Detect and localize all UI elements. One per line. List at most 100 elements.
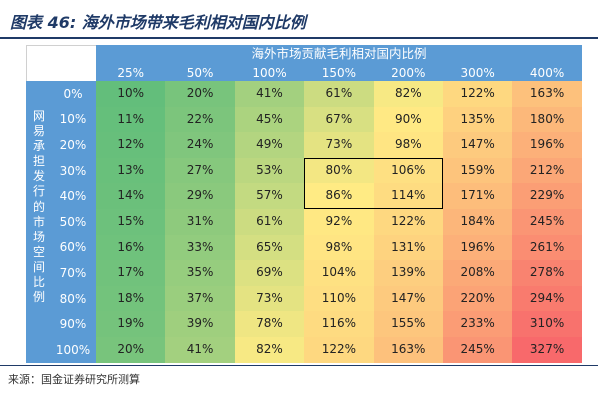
table-cell: 22% — [165, 106, 235, 133]
table-cell: 180% — [512, 106, 582, 133]
table-cell: 184% — [443, 209, 513, 235]
row-label: 30% — [59, 163, 87, 178]
row-label: 20% — [59, 138, 87, 152]
table-cell: 37% — [165, 285, 235, 312]
table-cell: 278% — [512, 260, 582, 286]
table-cell: 310% — [512, 311, 582, 337]
row-label: 50% — [59, 214, 87, 229]
column-label: 50% — [186, 66, 214, 80]
table-cell: 61% — [304, 81, 374, 107]
row-label: 90% — [59, 317, 87, 332]
table-cell: 122% — [443, 81, 513, 107]
column-label: 150% — [321, 66, 357, 80]
table-cell: 11% — [96, 106, 166, 133]
table-cell: 13% — [96, 157, 166, 184]
table-cell: 33% — [165, 234, 235, 261]
table-cell: 82% — [373, 81, 443, 107]
row-label: 0% — [63, 86, 83, 101]
row-label: 60% — [59, 240, 87, 255]
table-cell: 163% — [373, 337, 443, 363]
table-cell: 39% — [165, 311, 235, 337]
table-cell: 18% — [96, 285, 166, 312]
table-cell: 92% — [304, 209, 374, 235]
table-cell: 78% — [234, 311, 305, 337]
table-cell: 69% — [234, 260, 305, 286]
table-cell: 245% — [443, 337, 513, 363]
table-cell: 45% — [234, 106, 305, 133]
data-table: 海外市场贡献毛利相对国内比例 网易承担发行的市场空间比例 25% 50% 100% 1… — [0, 45, 598, 363]
table-cell: 41% — [165, 337, 235, 363]
table-cell: 41% — [234, 81, 305, 107]
table-cell: 135% — [443, 106, 513, 133]
table-cell: 159% — [443, 157, 513, 184]
table-corner — [26, 45, 96, 81]
table-cell: 106% — [373, 157, 443, 184]
table-cell: 147% — [373, 285, 443, 312]
table-cell: 35% — [165, 260, 235, 286]
table-cell: 15% — [96, 209, 166, 235]
table-cell: 80% — [304, 157, 374, 184]
table-cell: 98% — [304, 234, 374, 261]
row-header-band — [26, 81, 96, 363]
table-cell: 122% — [373, 209, 443, 235]
table-cell: 49% — [234, 132, 305, 158]
column-label: 25% — [117, 66, 145, 80]
table-cell: 114% — [373, 183, 443, 209]
table-cell: 29% — [165, 183, 235, 209]
table-cell: 20% — [165, 81, 235, 107]
table-cell: 82% — [234, 337, 305, 363]
row-label: 80% — [59, 291, 87, 306]
figure-title: 图表 46: 海外市场带来毛利相对国内比例 — [10, 13, 306, 32]
table-cell: 327% — [512, 337, 582, 363]
table-cell: 220% — [443, 285, 513, 312]
row-label: 70% — [59, 266, 87, 280]
table-cell: 229% — [512, 183, 582, 209]
table-cell: 67% — [304, 106, 374, 133]
table-cell: 212% — [512, 157, 582, 184]
table-cell: 171% — [443, 183, 513, 209]
table-cell: 53% — [234, 157, 305, 184]
table-cell: 73% — [304, 132, 374, 158]
table-cell: 10% — [96, 81, 166, 107]
table-cell: 73% — [234, 285, 305, 312]
table-cell: 17% — [96, 260, 166, 286]
table-cell: 196% — [512, 132, 582, 158]
table-cell: 233% — [443, 311, 513, 337]
table-cell: 139% — [373, 260, 443, 286]
table-cell: 294% — [512, 285, 582, 312]
table-cell: 147% — [443, 132, 513, 158]
table-cell: 155% — [373, 311, 443, 337]
table-cell: 261% — [512, 234, 582, 261]
row-label: 40% — [59, 189, 87, 204]
source-note: 来源：国金证券研究所测算 — [8, 373, 140, 386]
table-cell: 196% — [443, 234, 513, 261]
table-cell: 90% — [373, 106, 443, 133]
table-cell: 110% — [304, 285, 374, 312]
table-cell: 104% — [304, 260, 374, 286]
table-cell: 27% — [165, 157, 235, 184]
table-cell: 116% — [304, 311, 374, 337]
column-label: 400% — [529, 66, 565, 80]
table-cell: 16% — [96, 234, 166, 261]
table-cell: 208% — [443, 260, 513, 286]
table-cell: 14% — [96, 183, 166, 209]
table-cell: 245% — [512, 209, 582, 235]
table-cell: 131% — [373, 234, 443, 261]
table-cell: 163% — [512, 81, 582, 107]
table-cell: 61% — [234, 209, 305, 235]
table-cell: 19% — [96, 311, 166, 337]
table-cell: 122% — [304, 337, 374, 363]
table-cell: 65% — [234, 234, 305, 261]
column-label: 100% — [252, 66, 287, 80]
table-cell: 98% — [373, 132, 443, 158]
table-cell: 57% — [234, 183, 305, 209]
column-header-title: 海外市场贡献毛利相对国内比例 — [251, 46, 427, 61]
table-cell: 86% — [304, 183, 374, 209]
source-divider — [0, 365, 598, 366]
column-label: 200% — [391, 66, 426, 80]
table-cell: 12% — [96, 132, 166, 158]
table-cell: 31% — [165, 209, 235, 235]
title-divider — [0, 37, 598, 39]
row-label: 100% — [55, 342, 91, 357]
row-label: 10% — [59, 112, 87, 127]
